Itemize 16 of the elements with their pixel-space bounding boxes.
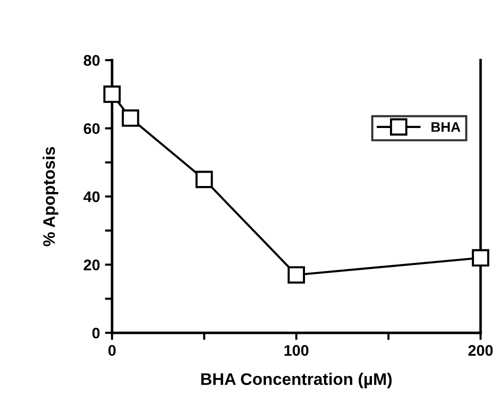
- x-tick-label: 0: [108, 345, 116, 356]
- y-tick-label: 0: [92, 328, 100, 339]
- point: [195, 170, 213, 188]
- y-tick-label: 80: [84, 55, 100, 66]
- x-axis-title: BHA Concentration (µM): [201, 372, 392, 388]
- x-tick-label: 100: [284, 345, 308, 356]
- y-tick-label: 20: [84, 260, 100, 270]
- point: [103, 86, 121, 103]
- y-axis-title: % Apoptosis: [42, 147, 58, 246]
- point: [472, 249, 490, 267]
- point: [122, 109, 140, 127]
- legend-label: BHA: [432, 122, 460, 132]
- y-tick-label: 40: [83, 191, 100, 202]
- x-tick-label: 200: [468, 345, 493, 356]
- point: [288, 266, 305, 284]
- y-tick-label: 60: [84, 123, 100, 134]
